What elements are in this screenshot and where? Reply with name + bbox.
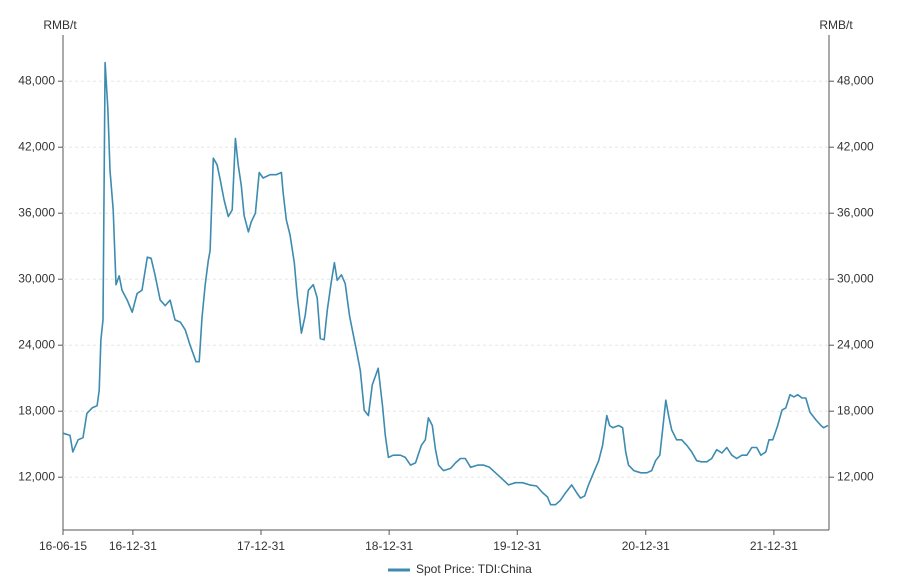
y-tick-label: 48,000 [18, 73, 55, 87]
y2-tick-label: 36,000 [837, 205, 874, 219]
data-line [62, 61, 829, 506]
x-tick-label: 16-12-31 [109, 539, 157, 553]
x-tick-label: 18-12-31 [365, 539, 413, 553]
x-tick-label: 19-12-31 [493, 539, 541, 553]
x-tick-label: 20-12-31 [622, 539, 670, 553]
y-tick-label: 42,000 [18, 139, 55, 153]
y2-tick-label: 18,000 [837, 403, 874, 417]
y-tick-label: 36,000 [18, 205, 55, 219]
y2-tick-label: 12,000 [837, 469, 874, 483]
y-tick-label: 12,000 [18, 469, 55, 483]
y-tick-label: 18,000 [18, 403, 55, 417]
y2-axis-unit: RMB/t [819, 18, 853, 32]
y-axis-unit: RMB/t [43, 18, 77, 32]
x-tick-label: 17-12-31 [237, 539, 285, 553]
y2-tick-label: 42,000 [837, 139, 874, 153]
y-tick-label: 24,000 [18, 337, 55, 351]
x-tick-label: 21-12-31 [750, 539, 798, 553]
y2-tick-label: 48,000 [837, 73, 874, 87]
x-tick-label: 16-06-15 [39, 539, 87, 553]
y2-tick-label: 24,000 [837, 337, 874, 351]
legend-label: Spot Price: TDI:China [416, 562, 532, 576]
y2-tick-label: 30,000 [837, 271, 874, 285]
y-tick-label: 30,000 [18, 271, 55, 285]
